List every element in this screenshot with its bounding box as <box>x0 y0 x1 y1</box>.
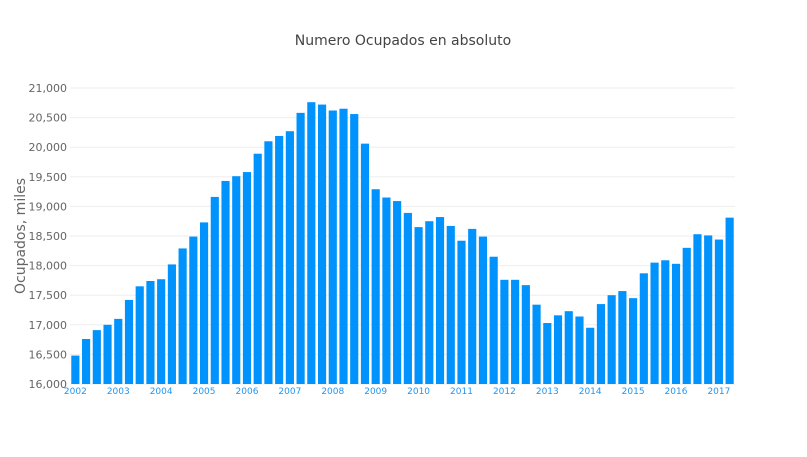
y-tick-label: 16,000 <box>29 378 68 391</box>
y-tick-label: 18,500 <box>29 230 68 243</box>
bar <box>446 225 455 384</box>
bar <box>693 234 702 384</box>
bar <box>360 143 370 384</box>
bar <box>414 227 423 384</box>
bar <box>403 212 412 384</box>
x-tick-label: 2006 <box>236 387 259 397</box>
y-tick-label: 18,000 <box>29 260 68 273</box>
bar <box>296 112 305 384</box>
bar <box>650 262 659 384</box>
bar <box>682 247 691 384</box>
bar <box>242 172 252 384</box>
bar <box>264 141 273 384</box>
x-tick-label: 2004 <box>150 387 173 397</box>
bar <box>71 355 80 384</box>
bar <box>478 236 488 384</box>
bar <box>500 279 509 384</box>
bar <box>704 235 713 384</box>
bar <box>457 240 466 384</box>
bar <box>285 131 294 384</box>
bar <box>521 285 530 384</box>
bar <box>564 311 573 384</box>
bar <box>586 327 595 384</box>
bar <box>157 279 166 384</box>
x-tick-label: 2002 <box>64 387 87 397</box>
bar <box>253 153 262 384</box>
bar <box>328 110 337 384</box>
y-tick-label: 20,000 <box>29 141 68 154</box>
bar <box>199 222 209 384</box>
bar <box>382 197 391 384</box>
bar <box>189 236 198 384</box>
bar <box>307 102 316 384</box>
y-tick-label: 21,000 <box>29 82 68 95</box>
bar <box>146 280 155 384</box>
y-tick-label: 20,500 <box>29 112 68 125</box>
bar <box>553 315 563 384</box>
bar <box>275 135 284 384</box>
bar <box>124 299 134 384</box>
x-tick-label: 2009 <box>364 387 387 397</box>
bar <box>221 180 230 384</box>
x-tick-label: 2011 <box>450 387 473 397</box>
bar <box>178 248 187 384</box>
x-tick-label: 2015 <box>622 387 645 397</box>
x-tick-label: 2003 <box>107 387 130 397</box>
y-tick-label: 17,500 <box>29 289 68 302</box>
bar <box>232 176 241 384</box>
bar <box>575 316 584 384</box>
x-tick-label: 2010 <box>407 387 430 397</box>
bar <box>629 298 638 384</box>
x-tick-label: 2008 <box>321 387 344 397</box>
bar <box>511 279 520 384</box>
bar <box>607 295 616 384</box>
y-tick-label: 17,000 <box>29 319 68 332</box>
y-axis-title: Ocupados, miles <box>13 178 29 294</box>
bar <box>114 318 123 384</box>
x-tick-label: 2013 <box>536 387 559 397</box>
y-tick-label: 19,500 <box>29 171 68 184</box>
bar <box>532 304 541 384</box>
x-tick-label: 2012 <box>493 387 516 397</box>
bar <box>350 114 359 384</box>
y-tick-label: 19,000 <box>29 200 68 213</box>
bar <box>317 104 327 385</box>
bar <box>210 196 219 384</box>
bar <box>671 263 681 384</box>
bar <box>435 217 445 384</box>
x-tick-label: 2007 <box>278 387 301 397</box>
x-tick-label: 2014 <box>579 387 602 397</box>
bar <box>167 264 176 384</box>
bar <box>92 330 101 384</box>
bar <box>82 339 91 384</box>
x-tick-label: 2016 <box>665 387 688 397</box>
x-tick-label: 2017 <box>707 387 730 397</box>
bar <box>714 239 723 384</box>
bar <box>339 108 348 384</box>
bar <box>596 304 606 384</box>
bar <box>103 324 112 384</box>
bar <box>425 221 434 384</box>
bar <box>618 291 627 384</box>
bar <box>725 217 734 384</box>
bar <box>393 201 402 384</box>
y-tick-label: 16,500 <box>29 348 68 361</box>
bar <box>543 323 552 384</box>
bar <box>135 286 144 384</box>
chart-title: Numero Ocupados en absoluto <box>295 33 511 49</box>
bar <box>639 273 648 384</box>
bar <box>371 189 380 384</box>
bar <box>661 260 670 384</box>
bar <box>468 228 477 384</box>
x-tick-label: 2005 <box>193 387 216 397</box>
bar <box>489 256 498 384</box>
